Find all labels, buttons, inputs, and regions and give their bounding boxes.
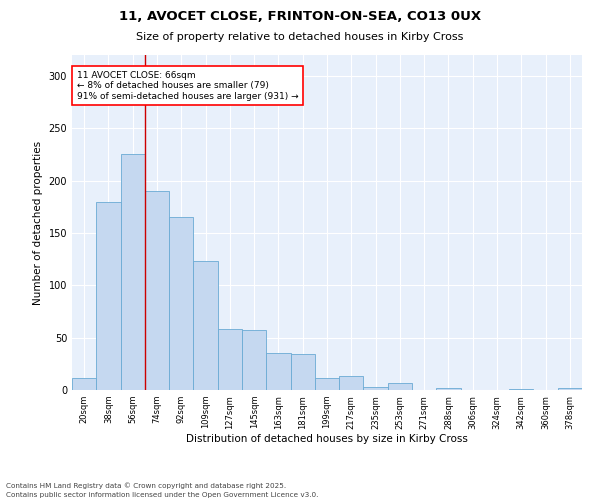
Text: Size of property relative to detached houses in Kirby Cross: Size of property relative to detached ho…	[136, 32, 464, 42]
Text: 11 AVOCET CLOSE: 66sqm
← 8% of detached houses are smaller (79)
91% of semi-deta: 11 AVOCET CLOSE: 66sqm ← 8% of detached …	[77, 70, 298, 101]
X-axis label: Distribution of detached houses by size in Kirby Cross: Distribution of detached houses by size …	[186, 434, 468, 444]
Bar	[266, 354, 290, 390]
Bar	[121, 154, 145, 390]
Text: 11, AVOCET CLOSE, FRINTON-ON-SEA, CO13 0UX: 11, AVOCET CLOSE, FRINTON-ON-SEA, CO13 0…	[119, 10, 481, 23]
Bar	[558, 388, 582, 390]
Text: Contains HM Land Registry data © Crown copyright and database right 2025.: Contains HM Land Registry data © Crown c…	[6, 482, 286, 489]
Y-axis label: Number of detached properties: Number of detached properties	[33, 140, 43, 304]
Bar	[315, 378, 339, 390]
Bar	[72, 378, 96, 390]
Bar	[509, 389, 533, 390]
Text: Contains public sector information licensed under the Open Government Licence v3: Contains public sector information licen…	[6, 492, 319, 498]
Bar	[169, 218, 193, 390]
Bar	[218, 330, 242, 390]
Bar	[436, 388, 461, 390]
Bar	[388, 382, 412, 390]
Bar	[96, 202, 121, 390]
Bar	[364, 387, 388, 390]
Bar	[242, 330, 266, 390]
Bar	[290, 354, 315, 390]
Bar	[145, 191, 169, 390]
Bar	[193, 261, 218, 390]
Bar	[339, 376, 364, 390]
